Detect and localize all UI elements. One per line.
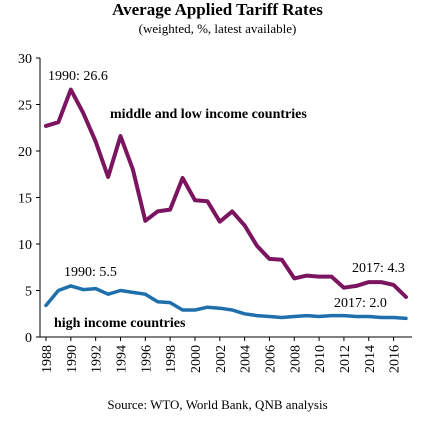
y-tick-label: 25 bbox=[18, 99, 32, 114]
y-tick-label: 30 bbox=[18, 52, 32, 67]
annotation-mli-peak: 1990: 26.6 bbox=[48, 69, 108, 84]
x-tick-label: 2016 bbox=[388, 345, 403, 373]
x-tick-label: 2006 bbox=[263, 345, 278, 373]
y-tick-label: 10 bbox=[18, 238, 32, 253]
x-tick-label: 2014 bbox=[363, 345, 378, 373]
series-line-middle-low-income bbox=[44, 87, 408, 299]
x-tick-label: 1994 bbox=[114, 345, 129, 373]
chart-source: Source: WTO, World Bank, QNB analysis bbox=[107, 397, 328, 412]
x-tick-label: 2008 bbox=[288, 345, 303, 373]
annotation-mli-2017: 2017: 4.3 bbox=[352, 261, 405, 276]
x-tick-label: 2010 bbox=[313, 345, 328, 373]
x-tick-label: 2000 bbox=[189, 345, 204, 373]
y-tick-label: 5 bbox=[25, 285, 32, 300]
x-tick-label: 2002 bbox=[214, 345, 229, 373]
chart-title: Average Applied Tariff Rates bbox=[112, 0, 323, 19]
series-label-middle-low-income: middle and low income countries bbox=[110, 107, 307, 122]
x-tick-label: 1998 bbox=[164, 345, 179, 373]
annotation-hi-1990: 1990: 5.5 bbox=[64, 265, 117, 280]
y-axis-ticks: 0 5 10 15 20 25 30 bbox=[18, 52, 40, 346]
chart-subtitle: (weighted, %, latest available) bbox=[138, 21, 297, 36]
y-tick-label: 20 bbox=[18, 145, 32, 160]
x-tick-label: 2004 bbox=[239, 345, 254, 373]
series-line-high-income bbox=[44, 284, 408, 321]
x-axis-ticks: 1988 1990 1992 1994 1996 1998 2000 2002 2004 2006… bbox=[40, 337, 403, 373]
x-tick-label: 1992 bbox=[90, 345, 105, 373]
chart-annotations: 1990: 26.6 middle and low income countri… bbox=[48, 69, 405, 331]
x-tick-label: 1990 bbox=[65, 345, 80, 373]
x-tick-label: 1996 bbox=[139, 345, 154, 373]
x-tick-label: 2012 bbox=[338, 345, 353, 373]
x-tick-label: 1988 bbox=[40, 345, 55, 373]
series-lines bbox=[44, 87, 408, 321]
series-label-high-income: high income countries bbox=[54, 316, 186, 331]
annotation-hi-2017: 2017: 2.0 bbox=[334, 296, 387, 311]
y-tick-label: 15 bbox=[18, 192, 32, 207]
y-tick-label: 0 bbox=[25, 331, 32, 346]
